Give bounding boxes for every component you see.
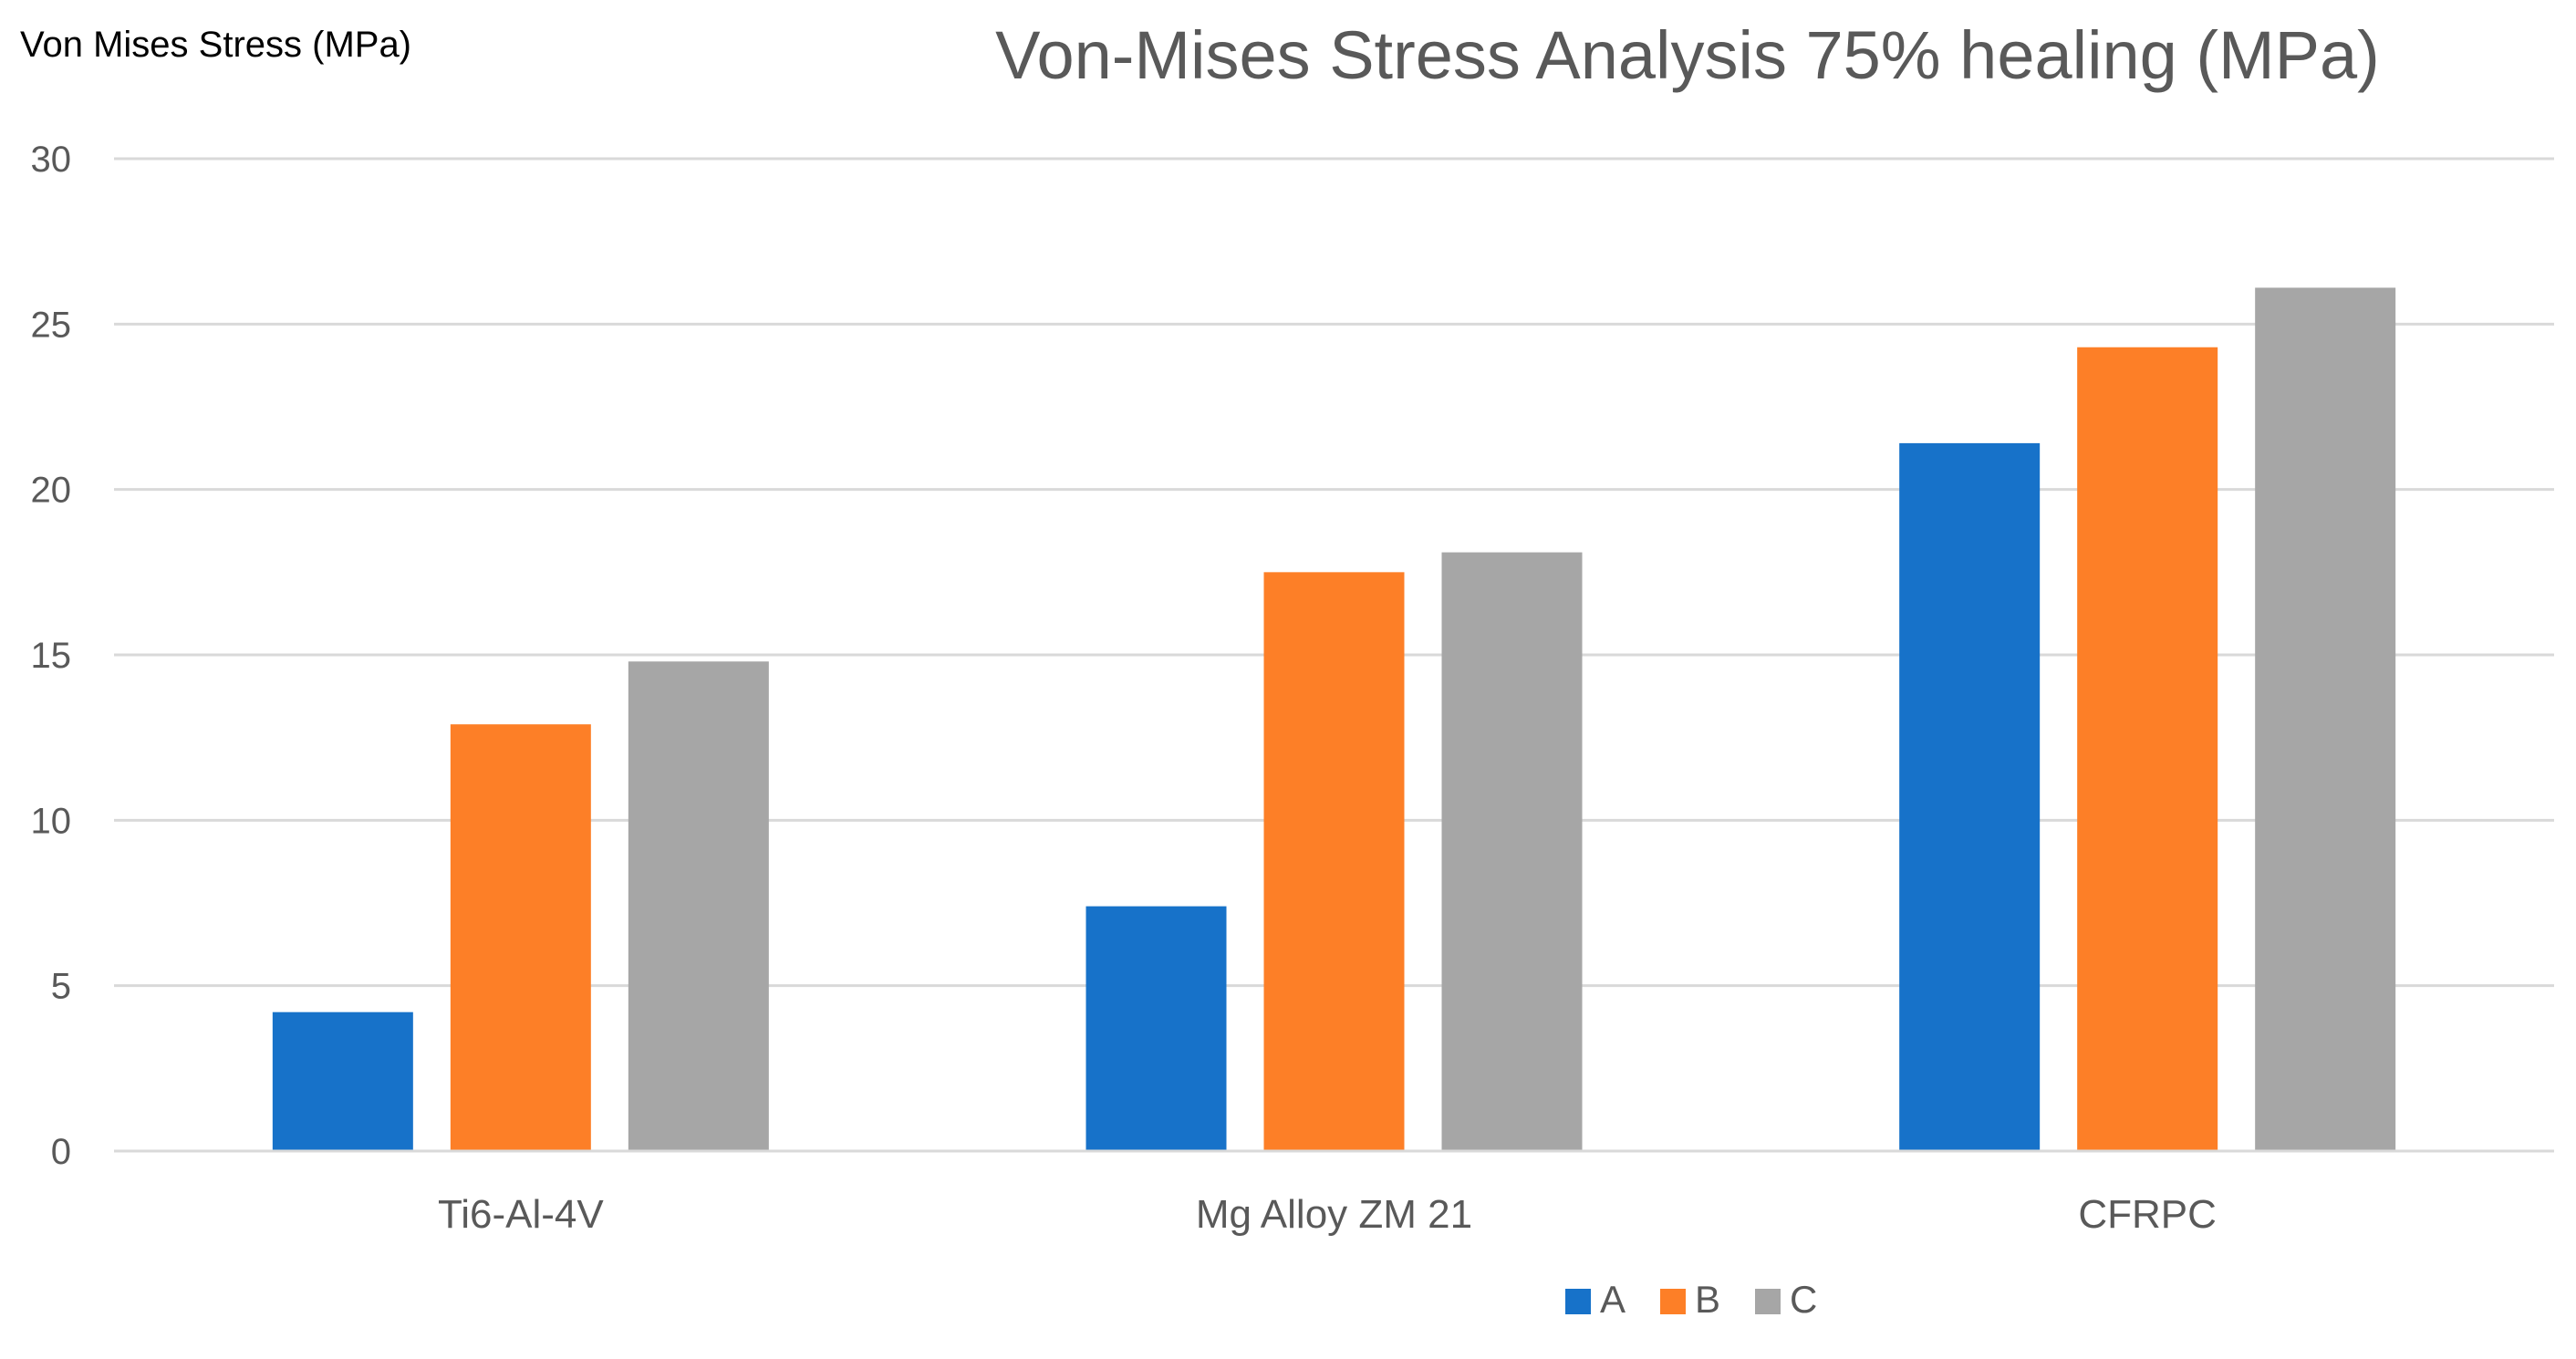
x-category-label: Ti6-Al-4V (438, 1192, 604, 1237)
x-category-label: CFRPC (2078, 1192, 2217, 1237)
y-tick-label: 30 (31, 140, 72, 180)
legend-swatch (1565, 1289, 1591, 1314)
y-tick-label: 15 (31, 636, 72, 676)
chart-title: Von-Mises Stress Analysis 75% healing (M… (995, 17, 2380, 93)
bar-b-3 (2077, 347, 2218, 1152)
legend-label: B (1695, 1278, 1720, 1321)
legend: A B C (1565, 1278, 1817, 1321)
legend-label: C (1790, 1278, 1817, 1321)
legend-swatch (1755, 1289, 1781, 1314)
bar-a-2 (1085, 906, 1227, 1151)
bar-a-1 (272, 1011, 413, 1151)
legend-label: A (1600, 1278, 1626, 1321)
y-tick-label: 10 (31, 801, 72, 841)
bar-b-2 (1263, 572, 1405, 1151)
y-tick-label: 20 (31, 471, 72, 511)
bar-c-2 (1441, 552, 1583, 1151)
bar-b-1 (450, 724, 591, 1151)
legend-item-c: C (1755, 1278, 1817, 1321)
bar-c-1 (628, 661, 769, 1151)
legend-item-b: B (1660, 1278, 1720, 1321)
x-category-label: Mg Alloy ZM 21 (1196, 1192, 1472, 1237)
y-tick-label: 5 (51, 967, 71, 1007)
bar-c-3 (2255, 287, 2396, 1151)
labels: Von-Mises Stress Analysis 75% healing (M… (20, 17, 2380, 1237)
legend-swatch (1660, 1289, 1686, 1314)
y-axis-label: Von Mises Stress (MPa) (20, 25, 411, 65)
y-tick-label: 25 (31, 305, 72, 345)
bars (272, 287, 2396, 1152)
legend-item-a: A (1565, 1278, 1626, 1321)
bar-a-3 (1899, 442, 2041, 1152)
y-tick-label: 0 (51, 1132, 71, 1172)
